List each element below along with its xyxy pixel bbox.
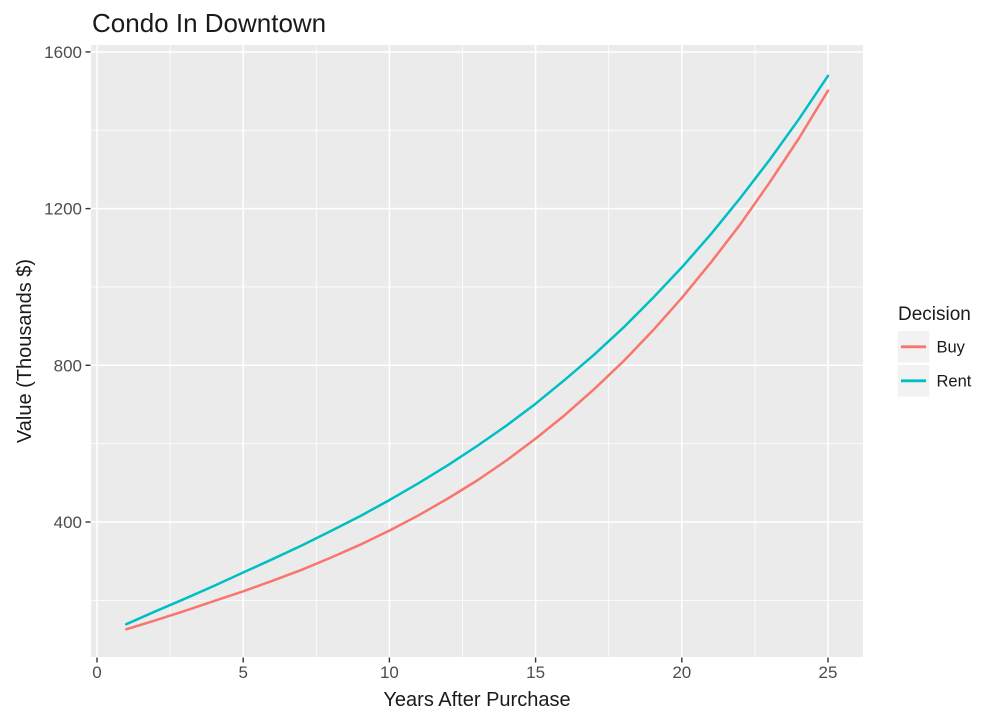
y-tick-label: 1600 xyxy=(44,43,82,62)
y-tick-label: 800 xyxy=(54,356,82,375)
y-tick-label: 1200 xyxy=(44,200,82,219)
legend-label-buy: Buy xyxy=(937,339,966,357)
x-tick-label: 0 xyxy=(92,663,101,682)
legend-label-rent: Rent xyxy=(937,373,972,391)
plot-panel xyxy=(91,45,863,657)
chart-title: Condo In Downtown xyxy=(92,8,326,38)
legend: Decision Buy Rent xyxy=(897,304,972,397)
x-tick-label: 20 xyxy=(672,663,691,682)
series-line-buy xyxy=(124,89,830,631)
y-axis-title: Value (Thousands $) xyxy=(14,259,36,443)
series-line-rent xyxy=(124,74,830,626)
series-lines xyxy=(124,74,830,631)
gridlines-major xyxy=(91,45,863,657)
x-tick-label: 5 xyxy=(238,663,247,682)
y-tick-label: 400 xyxy=(54,513,82,532)
x-tick-label: 10 xyxy=(380,663,399,682)
x-axis-tick-labels: 0 5 10 15 20 25 xyxy=(92,663,837,682)
axis-tick-marks xyxy=(85,51,829,663)
legend-title: Decision xyxy=(898,304,971,325)
x-tick-label: 25 xyxy=(819,663,838,682)
x-axis-title: Years After Purchase xyxy=(383,689,570,711)
y-axis-tick-labels: 400 800 1200 1600 xyxy=(44,43,82,532)
x-tick-label: 15 xyxy=(526,663,545,682)
